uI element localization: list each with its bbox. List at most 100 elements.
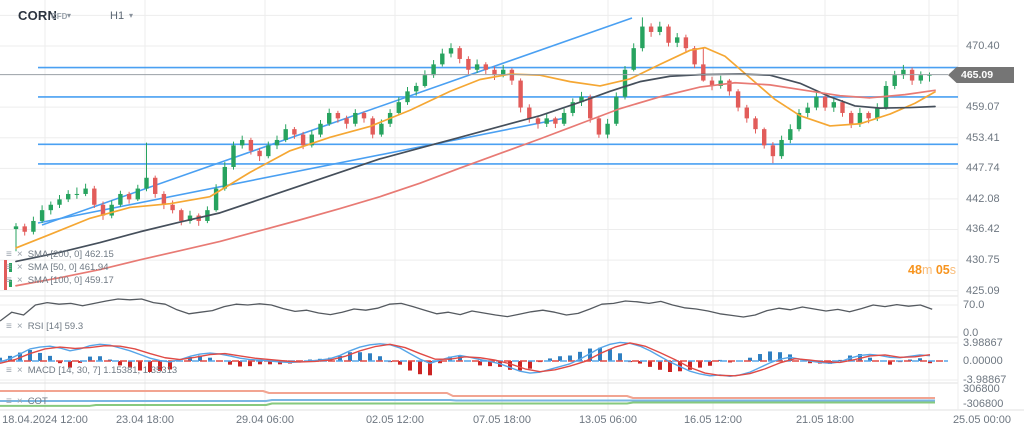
macd-signal-line[interactable] bbox=[0, 342, 931, 377]
indicator-label: SMA [50, 0] 461.94 bbox=[27, 262, 109, 273]
macd-histogram-bar bbox=[548, 358, 552, 361]
price-axis-label: 425.09 bbox=[966, 284, 1000, 297]
macd-histogram-bar bbox=[808, 361, 812, 364]
macd-histogram-bar bbox=[268, 361, 272, 365]
trendline[interactable] bbox=[41, 17, 633, 226]
instrument-type-badge: CFD bbox=[51, 12, 68, 21]
indicator-settings-icon[interactable]: ≡ bbox=[6, 275, 12, 286]
macd-histogram-bar bbox=[528, 361, 532, 369]
macd-histogram-bar bbox=[58, 361, 62, 364]
legend-row-cot: ≡ × COT bbox=[6, 396, 48, 407]
macd-histogram-bar bbox=[368, 353, 372, 361]
trendline[interactable] bbox=[37, 117, 566, 224]
indicator-remove-icon[interactable]: × bbox=[16, 275, 23, 286]
time-axis-label: 07.05 18:00 bbox=[472, 414, 532, 426]
time-axis-label: 25.05 00:00 bbox=[952, 414, 1012, 426]
partial-candles-icon bbox=[9, 280, 12, 287]
macd-histogram-bar bbox=[138, 361, 142, 371]
chevron-down-icon[interactable]: ▾ bbox=[67, 11, 72, 20]
macd-histogram-bar bbox=[438, 361, 442, 364]
macd-histogram-bar bbox=[248, 361, 252, 367]
macd-histogram-bar bbox=[428, 361, 432, 376]
legend-row-macd: ≡ × MACD [14, 30, 7] 1.15381, 1.35313 bbox=[6, 365, 177, 376]
indicator-remove-icon[interactable]: × bbox=[16, 321, 23, 332]
legend-row-rsi: ≡ × RSI [14] 59.3 bbox=[6, 321, 83, 332]
macd-histogram-bar bbox=[338, 355, 342, 361]
macd-histogram-bar bbox=[608, 349, 612, 361]
macd-histogram-bar bbox=[148, 361, 152, 372]
macd-histogram-bar bbox=[88, 356, 92, 361]
indicator-settings-icon[interactable]: ≡ bbox=[6, 249, 12, 260]
sma-line[interactable] bbox=[15, 73, 936, 263]
price-axis-label: 442.08 bbox=[966, 192, 1000, 205]
timeframe-selector[interactable]: H1 bbox=[110, 10, 125, 22]
macd-histogram-bar bbox=[698, 361, 702, 368]
cot-axis-label: -306800 bbox=[963, 398, 1004, 410]
indicator-label: COT bbox=[27, 396, 48, 407]
macd-histogram-bar bbox=[238, 361, 242, 367]
indicator-remove-icon[interactable]: × bbox=[16, 249, 23, 260]
legend-row-sma50: ≡ × SMA [50, 0] 461.94 bbox=[6, 262, 109, 273]
macd-histogram-bar bbox=[168, 361, 172, 370]
indicator-settings-icon[interactable]: ≡ bbox=[6, 321, 12, 332]
macd-histogram-bar bbox=[408, 361, 412, 371]
time-axis-label: 18.04.2024 12:00 bbox=[2, 414, 88, 426]
macd-histogram-bar bbox=[208, 357, 212, 361]
macd-histogram-bar bbox=[618, 353, 622, 361]
candlestick-series[interactable] bbox=[13, 17, 932, 252]
macd-axis-label: 3.98867 bbox=[963, 337, 1003, 349]
macd-histogram-bar bbox=[598, 347, 602, 361]
candle-countdown-timer: 48m 05s bbox=[908, 263, 956, 277]
price-axis-label: 436.42 bbox=[966, 223, 1000, 236]
macd-histogram-bar bbox=[768, 351, 772, 361]
indicator-label: RSI [14] 59.3 bbox=[27, 321, 84, 332]
macd-histogram-bar bbox=[708, 361, 712, 366]
rsi-line[interactable] bbox=[0, 298, 933, 322]
time-axis-label: 23.04 18:00 bbox=[115, 414, 175, 426]
indicator-settings-icon[interactable]: ≡ bbox=[6, 396, 12, 407]
indicator-remove-icon[interactable]: × bbox=[16, 262, 23, 273]
macd-histogram-bar bbox=[68, 361, 72, 368]
chevron-down-icon[interactable]: ▾ bbox=[129, 11, 134, 20]
indicator-remove-icon[interactable]: × bbox=[16, 365, 23, 376]
macd-histogram-bar bbox=[688, 361, 692, 370]
macd-histogram-bar bbox=[48, 355, 52, 361]
cot-line-3[interactable] bbox=[0, 401, 935, 407]
macd-histogram-bar bbox=[458, 355, 462, 361]
macd-histogram-bar bbox=[888, 361, 892, 365]
macd-histogram-bar bbox=[188, 356, 192, 361]
macd-histogram-bar bbox=[278, 361, 282, 365]
macd-histogram-bar bbox=[648, 361, 652, 367]
macd-histogram-bar bbox=[308, 359, 312, 361]
macd-histogram-bar bbox=[108, 359, 112, 361]
macd-histogram-bar bbox=[638, 361, 642, 364]
macd-histogram-bar bbox=[748, 357, 752, 361]
macd-histogram-bar bbox=[568, 355, 572, 361]
macd-histogram-bar bbox=[418, 361, 422, 375]
macd-histogram-bar bbox=[358, 352, 362, 361]
indicator-remove-icon[interactable]: × bbox=[16, 396, 23, 407]
price-axis-label: 447.74 bbox=[966, 162, 1000, 175]
sma-line[interactable] bbox=[15, 46, 936, 249]
cot-axis-label: 306800 bbox=[963, 383, 1000, 395]
symbol-selector[interactable]: CORN bbox=[18, 8, 58, 23]
indicator-settings-icon[interactable]: ≡ bbox=[6, 365, 12, 376]
macd-histogram-bar bbox=[378, 356, 382, 361]
macd-histogram-bar bbox=[578, 351, 582, 361]
price-axis-label: 459.07 bbox=[966, 101, 1000, 114]
current-price-tag: 465.09 bbox=[948, 67, 1014, 83]
cot-line-2[interactable] bbox=[0, 398, 935, 402]
sma-line[interactable] bbox=[15, 81, 936, 287]
time-axis-label: 16.05 12:00 bbox=[683, 414, 743, 426]
macd-histogram-bar bbox=[518, 361, 522, 371]
price-axis-label: 430.75 bbox=[966, 254, 1000, 267]
indicator-settings-icon[interactable]: ≡ bbox=[6, 262, 12, 273]
macd-histogram-bar bbox=[778, 352, 782, 361]
time-axis-label: 21.05 18:00 bbox=[795, 414, 855, 426]
macd-axis-label: 0.00000 bbox=[963, 355, 1003, 367]
macd-histogram-bar bbox=[348, 352, 352, 361]
macd-histogram-bar bbox=[558, 356, 562, 361]
cot-line-1[interactable] bbox=[0, 390, 935, 399]
